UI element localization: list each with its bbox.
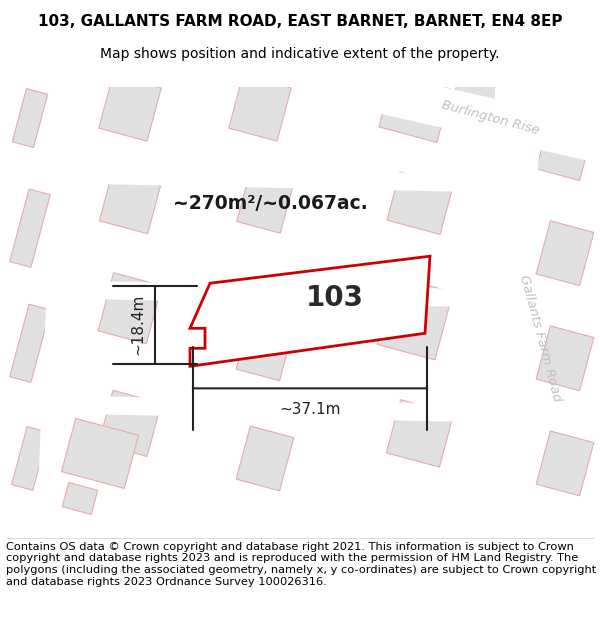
Polygon shape bbox=[166, 74, 204, 537]
Text: Map shows position and indicative extent of the property.: Map shows position and indicative extent… bbox=[100, 47, 500, 61]
Polygon shape bbox=[99, 75, 161, 141]
Polygon shape bbox=[236, 426, 294, 491]
Text: Gallants Farm Road: Gallants Farm Road bbox=[517, 274, 563, 403]
Polygon shape bbox=[229, 75, 291, 141]
Polygon shape bbox=[62, 482, 98, 514]
Polygon shape bbox=[61, 418, 139, 488]
Polygon shape bbox=[386, 399, 454, 467]
Polygon shape bbox=[10, 189, 50, 268]
Polygon shape bbox=[0, 394, 490, 422]
Polygon shape bbox=[296, 56, 600, 162]
Polygon shape bbox=[377, 277, 453, 360]
Polygon shape bbox=[36, 74, 74, 537]
Polygon shape bbox=[536, 326, 594, 391]
Text: 103: 103 bbox=[306, 284, 364, 312]
Text: ~18.4m: ~18.4m bbox=[130, 294, 145, 356]
Polygon shape bbox=[10, 304, 50, 382]
Polygon shape bbox=[100, 173, 161, 234]
Polygon shape bbox=[536, 116, 594, 181]
Text: Burlington Rise: Burlington Rise bbox=[440, 99, 541, 138]
Polygon shape bbox=[0, 164, 480, 192]
Polygon shape bbox=[306, 74, 344, 537]
Polygon shape bbox=[11, 426, 49, 490]
Text: 103, GALLANTS FARM ROAD, EAST BARNET, BARNET, EN4 8EP: 103, GALLANTS FARM ROAD, EAST BARNET, BA… bbox=[38, 14, 562, 29]
Polygon shape bbox=[236, 316, 294, 381]
Polygon shape bbox=[466, 76, 544, 538]
Polygon shape bbox=[536, 221, 594, 286]
Polygon shape bbox=[536, 431, 594, 496]
Polygon shape bbox=[0, 69, 520, 87]
Polygon shape bbox=[379, 74, 451, 142]
Polygon shape bbox=[387, 172, 453, 234]
Text: ~37.1m: ~37.1m bbox=[279, 402, 341, 418]
Text: Contains OS data © Crown copyright and database right 2021. This information is : Contains OS data © Crown copyright and d… bbox=[6, 542, 596, 587]
Polygon shape bbox=[99, 390, 161, 456]
Polygon shape bbox=[190, 256, 430, 366]
Polygon shape bbox=[98, 272, 162, 344]
Polygon shape bbox=[237, 173, 293, 233]
Text: ~270m²/~0.067ac.: ~270m²/~0.067ac. bbox=[173, 194, 367, 213]
Polygon shape bbox=[452, 74, 508, 116]
Polygon shape bbox=[0, 279, 480, 308]
Polygon shape bbox=[12, 89, 48, 148]
